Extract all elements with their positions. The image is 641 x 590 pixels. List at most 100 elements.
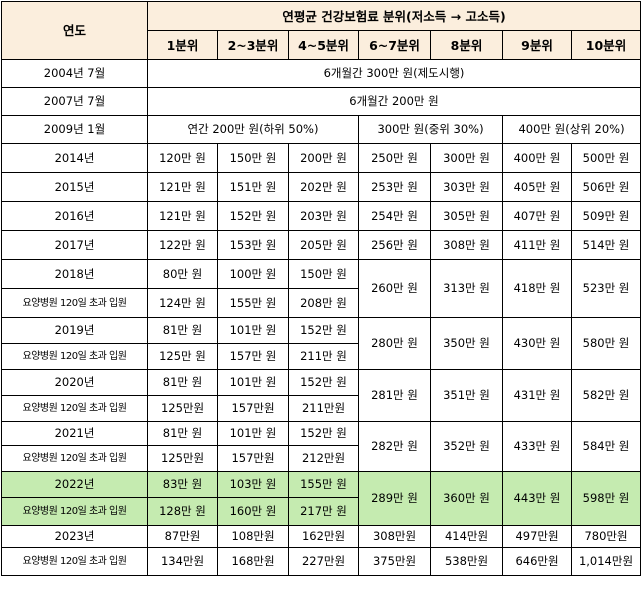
value-cell: 443만 원 [502, 471, 572, 526]
value-cell: 352만 원 [430, 421, 503, 472]
table-row: 2019년 81만 원 101만 원 152만 원 280만 원 350만 원 … [1, 317, 641, 370]
value-cell: 157만 원 [217, 343, 289, 370]
year-cell: 2017년 [1, 230, 148, 260]
value-cell: 152만 원 [288, 317, 359, 344]
value-cell: 134만원 [147, 547, 218, 576]
value-cell: 81만 원 [147, 317, 218, 344]
year-cell: 2004년 7월 [1, 59, 148, 88]
table-row: 2004년 7월 6개월간 300만 원(제도시행) [1, 59, 641, 88]
value-cell: 250만 원 [358, 143, 431, 173]
decile-header: 1분위 [147, 30, 218, 60]
table-row: 2021년 81만 원 101만 원 152만 원 282만 원 352만 원 … [1, 421, 641, 472]
value-cell: 509만 원 [570, 201, 641, 231]
value-cell: 151만 원 [217, 172, 289, 202]
value-cell: 168만원 [217, 547, 289, 576]
value-cell: 212만원 [288, 445, 359, 472]
value-cell: 350만 원 [430, 317, 503, 370]
value-cell: 313만 원 [430, 259, 503, 318]
value-cell: 128만 원 [147, 497, 218, 526]
value-cell: 160만 원 [217, 497, 289, 526]
value-cell: 405만 원 [502, 172, 572, 202]
value-cell: 153만 원 [217, 230, 289, 260]
value-cell: 205만 원 [288, 230, 359, 260]
value-cell: 83만 원 [147, 471, 218, 498]
value-cell: 514만 원 [570, 230, 641, 260]
year-cell: 2015년 [1, 172, 148, 202]
value-cell: 101만 원 [217, 369, 289, 396]
value-cell: 418만 원 [502, 259, 572, 318]
value-cell: 580만 원 [570, 317, 641, 370]
header-row-2: 1분위 2~3분위 4~5분위 6~7분위 8분위 9분위 10분위 [2, 30, 641, 60]
value-cell: 308만원 [358, 525, 431, 548]
value-cell: 523만 원 [570, 259, 641, 318]
value-cell: 360만 원 [430, 471, 503, 526]
value-cell: 101만 원 [217, 421, 289, 446]
nursing-hospital-label: 요양병원 120일 초과 입원 [1, 547, 148, 576]
year-cell: 2009년 1월 [1, 115, 148, 144]
value-cell: 203만 원 [288, 201, 359, 231]
value-cell: 157만원 [217, 395, 289, 422]
value-cell: 200만 원 [288, 143, 359, 173]
premium-decile-header: 연평균 건강보험료 분위(저소득 → 고소득) [146, 1, 641, 31]
value-cell: 305만 원 [430, 201, 503, 231]
value-cell: 155만 원 [288, 471, 359, 498]
value-cell: 157만원 [217, 445, 289, 472]
decile-header: 9분위 [502, 30, 572, 60]
value-cell: 1,014만원 [570, 547, 641, 576]
value-cell: 414만원 [430, 525, 503, 548]
value-cell: 81만 원 [147, 421, 218, 446]
value-cell: 101만 원 [217, 317, 289, 344]
table-row: 2015년 121만 원 151만 원 202만 원 253만 원 303만 원… [1, 172, 641, 202]
year-cell: 2007년 7월 [1, 87, 148, 116]
value-cell: 125만원 [147, 395, 218, 422]
table-row: 2017년 122만 원 153만 원 205만 원 256만 원 308만 원… [1, 230, 641, 260]
year-cell: 2021년 [1, 421, 148, 446]
ceiling-cell: 6개월간 200만 원 [146, 87, 641, 116]
table-row: 2009년 1월 연간 200만 원(하위 50%) 300만 원(중위 30%… [1, 115, 641, 144]
value-cell: 433만 원 [502, 421, 572, 472]
value-cell: 103만 원 [217, 471, 289, 498]
out-of-pocket-ceiling-table: 연도 연평균 건강보험료 분위(저소득 → 고소득) 1분위 2~3분위 4~5… [1, 1, 641, 576]
value-cell: 260만 원 [358, 259, 431, 318]
value-cell: 124만 원 [147, 288, 218, 318]
value-cell: 125만 원 [147, 343, 218, 370]
value-cell: 300만 원 [430, 143, 503, 173]
value-cell: 497만원 [502, 525, 572, 548]
value-cell: 351만 원 [430, 369, 503, 422]
year-cell: 2014년 [1, 143, 148, 173]
nursing-hospital-label: 요양병원 120일 초과 입원 [1, 395, 148, 422]
year-cell: 2023년 [1, 525, 148, 548]
value-cell: 289만 원 [358, 471, 431, 526]
value-cell: 121만 원 [147, 172, 218, 202]
value-cell: 211만원 [288, 395, 359, 422]
value-cell: 303만 원 [430, 172, 503, 202]
table-row: 2023년 87만원 108만원 162만원 308만원 414만원 497만원… [1, 525, 641, 548]
value-cell: 280만 원 [358, 317, 431, 370]
nursing-hospital-label: 요양병원 120일 초과 입원 [1, 445, 148, 472]
decile-header: 8분위 [430, 30, 503, 60]
value-cell: 202만 원 [288, 172, 359, 202]
table-row: 2016년 121만 원 152만 원 203만 원 254만 원 305만 원… [1, 201, 641, 231]
nursing-hospital-label: 요양병원 120일 초과 입원 [1, 497, 148, 526]
year-cell: 2016년 [1, 201, 148, 231]
value-cell: 582만 원 [570, 369, 641, 422]
value-cell: 646만원 [502, 547, 572, 576]
value-cell: 400만 원 [502, 143, 572, 173]
value-cell: 430만 원 [502, 317, 572, 370]
value-cell: 227만원 [288, 547, 359, 576]
decile-header: 4~5분위 [288, 30, 359, 60]
year-cell: 2018년 [1, 259, 148, 289]
value-cell: 431만 원 [502, 369, 572, 422]
value-cell: 282만 원 [358, 421, 431, 472]
value-cell: 407만 원 [502, 201, 572, 231]
value-cell: 108만원 [217, 525, 289, 548]
value-cell: 211만 원 [288, 343, 359, 370]
value-cell: 217만 원 [288, 497, 359, 526]
decile-header: 6~7분위 [358, 30, 431, 60]
year-cell: 2022년 [1, 471, 148, 498]
nursing-hospital-label: 요양병원 120일 초과 입원 [1, 343, 148, 370]
table-row-highlighted: 2022년 83만 원 103만 원 155만 원 289만 원 360만 원 … [1, 471, 641, 526]
value-cell: 120만 원 [147, 143, 218, 173]
value-cell: 281만 원 [358, 369, 431, 422]
table-row: 요양병원 120일 초과 입원 134만원 168만원 227만원 375만원 … [1, 547, 641, 576]
